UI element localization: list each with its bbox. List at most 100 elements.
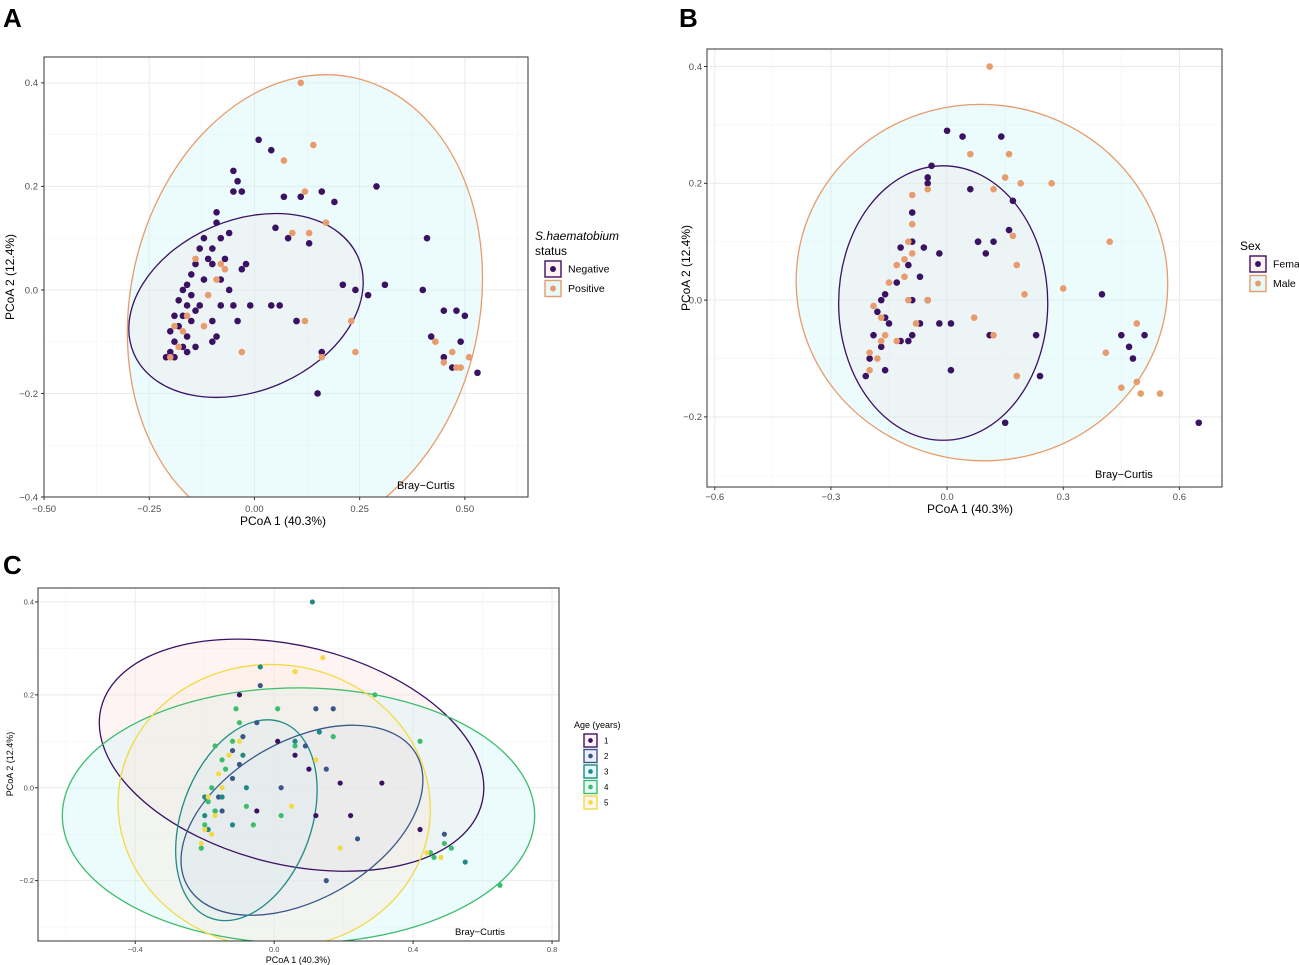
ellipse-outline-4	[61, 687, 536, 941]
point-Negative	[267, 302, 275, 309]
y-tick-label: 0.4	[25, 78, 38, 89]
point-Female	[924, 174, 932, 181]
point-3	[240, 752, 246, 758]
point-Female	[877, 343, 885, 351]
point-Negative	[314, 390, 321, 397]
point-4	[212, 743, 218, 749]
point-4	[275, 706, 281, 712]
point-Negative	[188, 317, 195, 325]
point-Male	[1017, 180, 1024, 187]
point-Negative	[196, 302, 204, 309]
point-Female	[893, 279, 901, 286]
point-3	[309, 599, 315, 605]
point-2	[219, 808, 225, 814]
point-Negative	[427, 333, 435, 340]
point-Female	[990, 238, 997, 246]
point-1	[417, 826, 423, 833]
point-Male	[908, 191, 916, 199]
point-Negative	[225, 229, 233, 237]
point-Negative	[230, 302, 237, 309]
point-4	[198, 845, 204, 851]
point-3	[243, 785, 249, 791]
point-Positive	[465, 353, 473, 361]
legend-title: Age (years)	[574, 720, 621, 730]
point-5	[236, 738, 243, 744]
point-5	[212, 812, 218, 819]
point-1	[275, 738, 281, 744]
point-Negative	[183, 348, 191, 356]
y-axis-title: PCoA 2 (12.4%)	[5, 732, 15, 797]
point-Female	[870, 331, 877, 339]
point-Negative	[196, 245, 204, 252]
point-Female	[974, 238, 982, 246]
point-Positive	[289, 229, 296, 237]
point-4	[417, 738, 423, 744]
point-Male	[986, 63, 993, 70]
panel-border	[706, 48, 1223, 488]
point-Negative	[352, 286, 359, 294]
panel-label-a: A	[3, 3, 22, 33]
point-Female	[920, 244, 928, 251]
point-4	[205, 799, 211, 805]
point-4	[236, 720, 243, 726]
point-Negative	[230, 167, 237, 175]
x-tick-label: 0.4	[408, 945, 418, 954]
point-Male	[1013, 261, 1021, 269]
legend-key-point	[1255, 280, 1261, 287]
point-Negative	[166, 328, 174, 335]
point-1	[337, 780, 343, 786]
ellipse-outline-Positive	[126, 74, 484, 497]
point-2	[236, 761, 243, 768]
points	[862, 63, 1203, 427]
point-Positive	[448, 348, 456, 356]
point-Female	[862, 372, 870, 380]
points	[198, 599, 503, 888]
grid	[38, 588, 559, 941]
point-4	[292, 743, 298, 749]
x-axis-title: PCoA 1 (40.3%)	[266, 955, 331, 965]
point-Positive	[213, 276, 220, 283]
y-tick-label: 0.4	[689, 62, 702, 73]
x-axis-title: PCoA 1 (40.3%)	[927, 502, 1013, 516]
ellipse-outline-3	[175, 719, 318, 922]
point-Positive	[183, 312, 191, 320]
ellipses	[61, 638, 536, 941]
point-Negative	[293, 317, 300, 325]
point-2	[354, 836, 361, 842]
point-5	[424, 850, 430, 856]
point-Male	[967, 150, 974, 158]
point-2	[229, 775, 236, 782]
point-Positive	[440, 359, 448, 366]
point-5	[337, 845, 343, 851]
point-2	[323, 766, 329, 772]
point-4	[448, 845, 454, 851]
legend-title: status	[535, 244, 567, 258]
point-Negative	[230, 188, 237, 195]
point-4	[250, 822, 256, 828]
point-Female	[916, 273, 924, 281]
point-2	[330, 706, 336, 712]
point-Positive	[310, 141, 317, 149]
point-3	[316, 729, 322, 735]
point-Positive	[238, 348, 246, 356]
point-Positive	[457, 364, 464, 371]
panel-label-b: B	[679, 3, 698, 33]
ellipse-outline-2	[180, 724, 424, 916]
point-Female	[928, 162, 935, 170]
point-Negative	[234, 317, 241, 325]
point-Negative	[217, 302, 225, 309]
point-5	[320, 655, 326, 661]
point-3	[229, 822, 236, 828]
ellipse-fill-2	[181, 725, 423, 916]
ellipse-fill-Male	[796, 104, 1168, 461]
point-Positive	[179, 328, 187, 335]
point-Female	[1129, 355, 1137, 362]
point-Female	[959, 133, 966, 140]
point-5	[198, 840, 204, 847]
point-5	[292, 669, 298, 675]
point-Female	[905, 337, 912, 345]
point-3	[257, 664, 263, 670]
point-Female	[908, 331, 916, 339]
point-3	[462, 859, 468, 865]
